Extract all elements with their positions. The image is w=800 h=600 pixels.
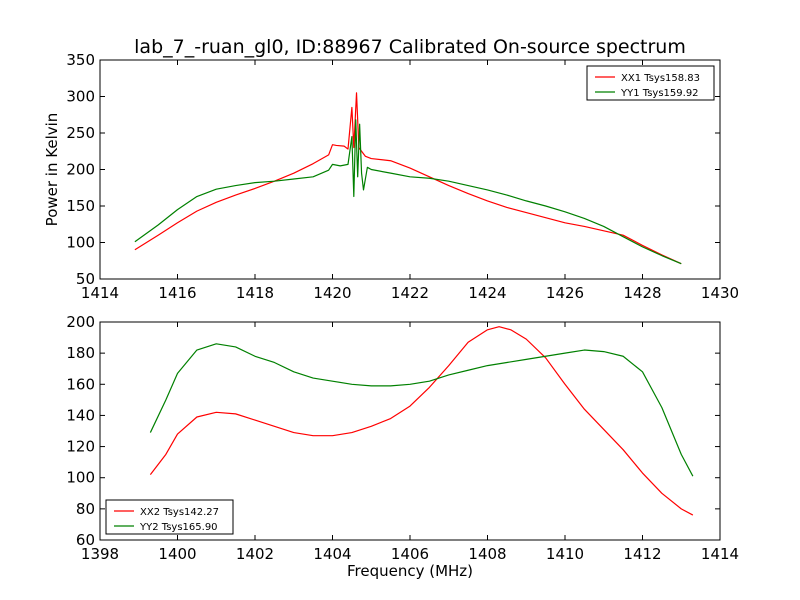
series-line-2-2 (149, 343, 694, 477)
x-tick-label: 1410 (546, 545, 584, 563)
x-tick-label: 1416 (158, 284, 196, 302)
y-tick-label: 350 (66, 51, 95, 69)
y-tick-label: 80 (76, 500, 95, 518)
x-tick-label: 1408 (468, 545, 506, 563)
y-tick-label: 100 (66, 234, 95, 252)
y-tick-label: 200 (66, 313, 95, 331)
plot-1: 1414 1416 1418 1420 1422 1424 1426 1428 1430 50 10… (43, 51, 739, 302)
y-tick-label: 160 (66, 375, 95, 393)
legend-entry-label: XX2 Tsys142.27 (140, 507, 219, 518)
x-tick-label: 1430 (701, 284, 739, 302)
x-tick-label: 1412 (623, 545, 661, 563)
x-tick-label: 1414 (81, 284, 119, 302)
y-tick-label: 120 (66, 438, 95, 456)
x-tick-label: 1424 (468, 284, 506, 302)
legend-entry-label: YY2 Tsys165.90 (139, 522, 218, 533)
y-tick-label: 100 (66, 469, 95, 487)
x-tick-label: 1426 (546, 284, 584, 302)
series-line-1-2 (134, 119, 682, 265)
x-tick-label: 1418 (236, 284, 274, 302)
x-tick-label: 1422 (391, 284, 429, 302)
y-tick-label: 180 (66, 344, 95, 362)
x-tick-label: 1406 (391, 545, 429, 563)
legend-entry-label: YY1 Tsys159.92 (620, 88, 699, 99)
y-axis-label: Power in Kelvin (43, 113, 61, 227)
legend-1: XX1 Tsys158.83 YY1 Tsys159.92 (586, 65, 715, 101)
y-tick-label: 60 (76, 531, 95, 549)
x-tick-label: 1400 (158, 545, 196, 563)
y-tick-label: 200 (66, 161, 95, 179)
x-tick-label: 1428 (623, 284, 661, 302)
series-line-2-1 (149, 326, 694, 516)
y-tick-label: 250 (66, 124, 95, 142)
legend-box (586, 65, 715, 101)
x-tick-label: 1420 (313, 284, 351, 302)
x-tick-label: 1398 (81, 545, 119, 563)
legend-box (105, 499, 234, 535)
y-tick-label: 150 (66, 197, 95, 215)
y-tick-label: 300 (66, 88, 95, 106)
legend-entry-label: XX1 Tsys158.83 (621, 73, 700, 84)
x-tick-label: 1402 (236, 545, 274, 563)
x-tick-label: 1404 (313, 545, 351, 563)
y-tick-label: 140 (66, 406, 95, 424)
x-tick-label: 1414 (701, 545, 739, 563)
plots-container: 1414 1416 1418 1420 1422 1424 1426 1428 1430 50 10… (43, 51, 739, 580)
y-tick-label: 50 (76, 270, 95, 288)
x-axis-label: Frequency (MHz) (347, 562, 473, 580)
chart-title: lab_7_-ruan_gl0, ID:88967 Calibrated On-… (134, 36, 686, 58)
plot-2: 1398 1400 1402 1404 1406 1408 1410 1412 1414 60 80… (66, 313, 739, 580)
legend-2: XX2 Tsys142.27 YY2 Tsys165.90 (105, 499, 234, 535)
